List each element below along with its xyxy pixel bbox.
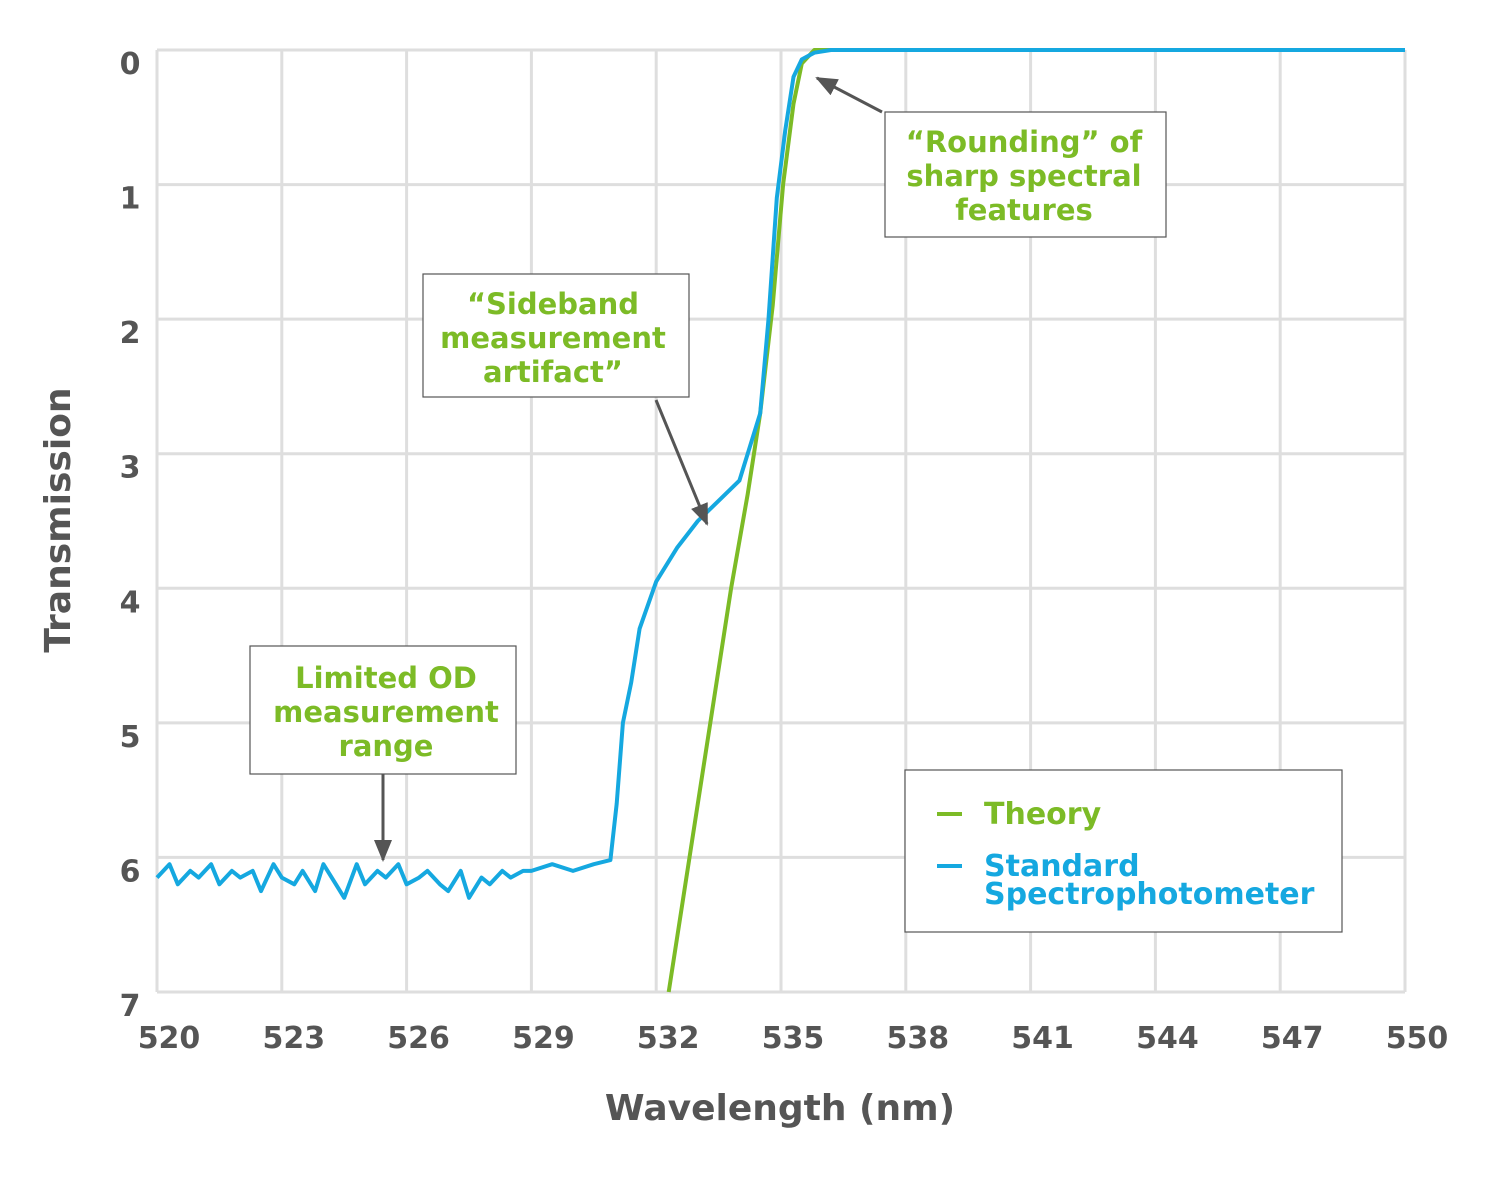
x-tick-label: 529: [512, 1021, 575, 1056]
y-tick-label: 2: [120, 316, 141, 351]
annotation-text: range: [339, 729, 434, 763]
annotation-arrow: [654, 399, 709, 526]
series-line-theory: [666, 48, 1405, 993]
x-tick-label: 541: [1011, 1021, 1074, 1056]
x-tick-label: 544: [1136, 1021, 1199, 1056]
series-line-standard-spectrophotometer: [155, 48, 1405, 900]
legend-box: [904, 769, 1343, 933]
annotation-box: [249, 645, 517, 775]
annotation-arrow: [815, 76, 883, 114]
annotation-box: [422, 273, 690, 398]
x-tick-label: 535: [762, 1021, 825, 1056]
y-tick-label: 3: [120, 451, 141, 486]
x-tick-label: 538: [886, 1021, 949, 1056]
y-tick-label: 6: [120, 854, 141, 889]
annotation-text: “Rounding” of: [906, 125, 1143, 159]
series-lines: [155, 48, 1405, 993]
y-tick-label: 5: [120, 720, 141, 755]
annotation-text: artifact”: [483, 355, 623, 389]
y-tick-label: 0: [120, 47, 141, 82]
annotation-text: measurement: [440, 321, 666, 355]
x-axis-label: Wavelength (nm): [605, 1088, 955, 1129]
x-tick-label: 520: [138, 1021, 201, 1056]
x-tick-label: 550: [1386, 1021, 1449, 1056]
annotation-box: [884, 111, 1167, 238]
legend: Theory Standard Spectrophotometer: [904, 769, 1343, 933]
legend-label: Standard Spectrophotometer: [984, 849, 1315, 912]
y-tick-label: 7: [120, 989, 141, 1024]
y-axis-ticks: 0 1 2 3 4 5 6 7: [120, 47, 141, 1024]
y-tick-label: 4: [120, 585, 141, 620]
annotation-text: “Sideband: [467, 287, 639, 321]
x-tick-label: 532: [637, 1021, 700, 1056]
x-axis-ticks: 520 523 526 529 532 535 538 541 544 547 550: [138, 1021, 1449, 1056]
x-tick-label: 526: [387, 1021, 450, 1056]
annotation-text: features: [955, 193, 1093, 227]
annotation-text: Limited OD: [295, 661, 477, 695]
annotation-text: measurement: [273, 695, 499, 729]
annotation-text: sharp spectral: [906, 159, 1141, 193]
y-tick-label: 1: [120, 182, 141, 217]
legend-label: Theory: [984, 797, 1102, 832]
y-axis-label: Transmission: [38, 387, 79, 652]
x-tick-label: 523: [262, 1021, 325, 1056]
x-tick-label: 547: [1261, 1021, 1324, 1056]
